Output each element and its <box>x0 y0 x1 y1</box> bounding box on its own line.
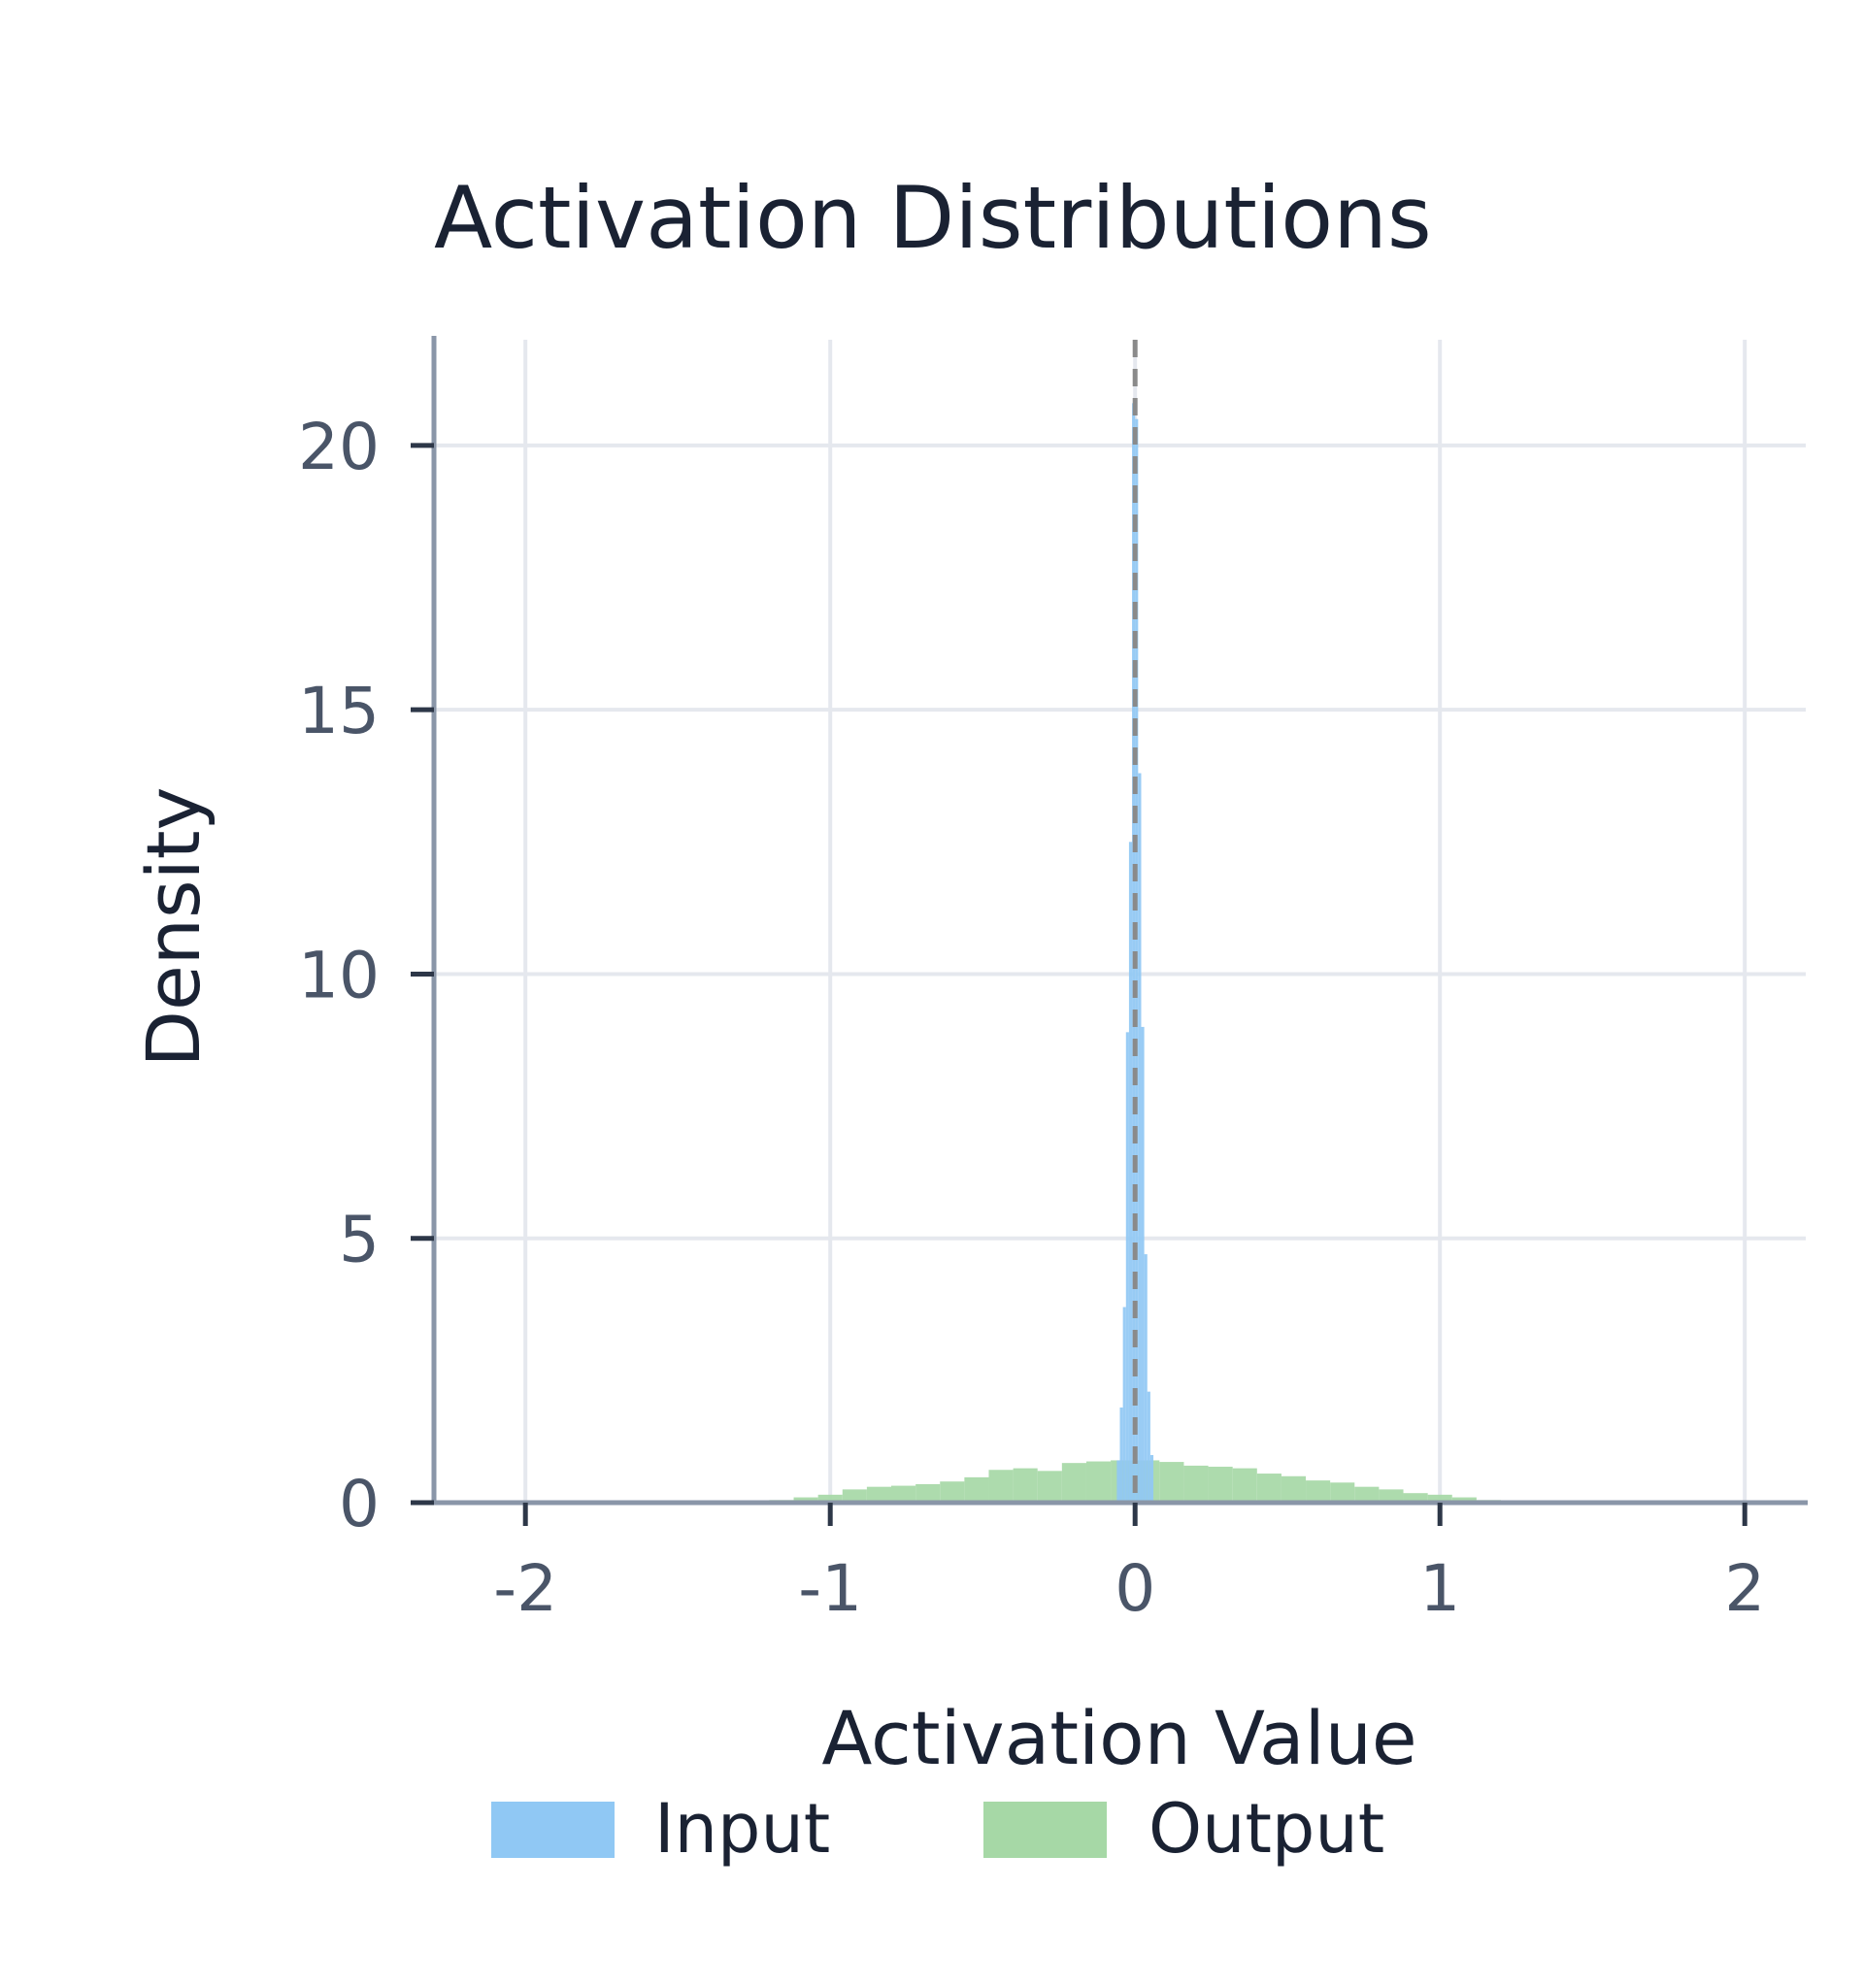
output-bar-9 <box>988 1470 1014 1503</box>
input-bar-10 <box>1147 1391 1150 1503</box>
legend: Input Output <box>491 1789 1384 1869</box>
output-bar-20 <box>1256 1474 1282 1503</box>
output-bar-16 <box>1159 1462 1184 1503</box>
output-bar-12 <box>1061 1463 1086 1503</box>
y-tick-label-1: 5 <box>339 1203 380 1277</box>
output-bar-1 <box>793 1497 818 1503</box>
legend-label-input: Input <box>654 1789 830 1869</box>
input-bar-3 <box>1125 1032 1129 1503</box>
x-tick-label-4: 2 <box>1724 1551 1765 1626</box>
legend-swatch-output <box>983 1802 1107 1858</box>
chart-title: Activation Distributions <box>434 168 1432 268</box>
y-tick-label-2: 10 <box>298 938 380 1012</box>
output-bar-2 <box>817 1494 843 1503</box>
output-bar-7 <box>940 1481 965 1503</box>
y-tick-label-0: 0 <box>339 1467 380 1541</box>
x-tick-label-0: -2 <box>493 1551 557 1626</box>
x-axis-label: Activation Value <box>821 1695 1416 1781</box>
output-bar-5 <box>891 1485 916 1503</box>
input-bar-7 <box>1138 773 1142 1503</box>
output-bar-27 <box>1427 1494 1452 1503</box>
output-bar-24 <box>1354 1486 1380 1503</box>
input-bar-11 <box>1149 1454 1154 1503</box>
output-bar-26 <box>1403 1493 1428 1503</box>
legend-label-output: Output <box>1148 1789 1384 1869</box>
output-bar-10 <box>1013 1468 1038 1503</box>
output-bar-6 <box>915 1483 941 1503</box>
output-bar-11 <box>1037 1471 1062 1503</box>
grid-lines <box>434 340 1806 1505</box>
input-bar-9 <box>1144 1254 1148 1503</box>
input-bar-0 <box>1116 1460 1120 1503</box>
x-tick-label-3: 1 <box>1419 1551 1460 1626</box>
output-bar-23 <box>1330 1482 1355 1503</box>
y-tick-label-3: 15 <box>298 674 380 748</box>
output-bar-8 <box>964 1476 989 1503</box>
output-bar-17 <box>1183 1465 1209 1503</box>
x-tick-label-2: 0 <box>1115 1551 1155 1626</box>
axes <box>431 336 1808 1506</box>
output-bar-22 <box>1306 1480 1331 1503</box>
y-axis-label: Density <box>130 787 216 1068</box>
output-bar-25 <box>1379 1489 1404 1503</box>
legend-swatch-input <box>491 1802 615 1858</box>
output-bar-21 <box>1281 1475 1307 1503</box>
y-tick-label-4: 20 <box>298 410 380 484</box>
output-bar-3 <box>842 1489 867 1503</box>
input-bar-2 <box>1122 1307 1126 1503</box>
output-bar-4 <box>866 1486 891 1503</box>
input-bar-8 <box>1141 1026 1145 1503</box>
output-bar-28 <box>1451 1497 1477 1503</box>
input-bar-4 <box>1128 842 1133 1503</box>
output-bar-18 <box>1208 1466 1233 1503</box>
input-bar-1 <box>1119 1407 1123 1503</box>
x-tick-label-1: -1 <box>798 1551 862 1626</box>
output-bar-13 <box>1085 1461 1112 1503</box>
output-bar-19 <box>1232 1468 1257 1503</box>
